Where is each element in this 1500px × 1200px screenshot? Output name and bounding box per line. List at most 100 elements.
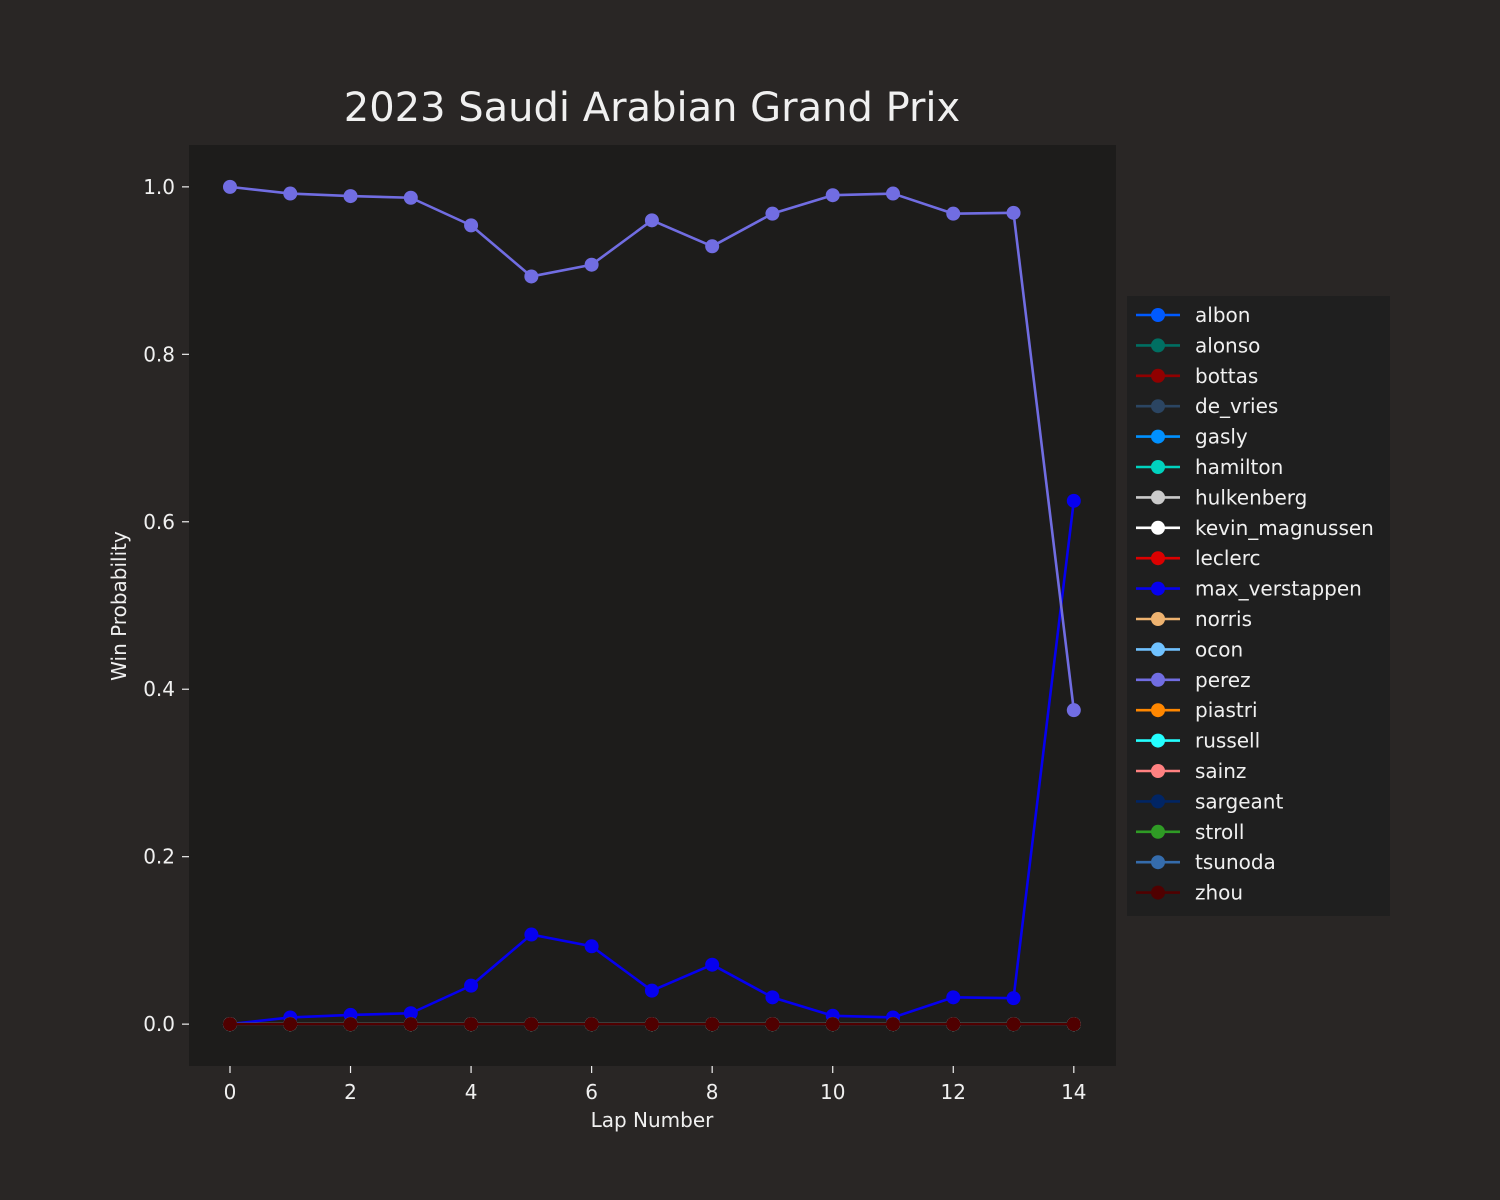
legend-label: bottas <box>1195 364 1258 388</box>
data-point <box>765 206 780 221</box>
series-zhou <box>222 1017 1081 1032</box>
legend-label: stroll <box>1195 820 1244 844</box>
legend-item-sargeant: sargeant <box>1136 789 1283 813</box>
legend-item-bottas: bottas <box>1136 364 1258 388</box>
x-axis-label: Lap Number <box>591 1108 715 1132</box>
data-point <box>584 939 599 954</box>
legend-item-sainz: sainz <box>1136 759 1246 783</box>
legend-item-de_vries: de_vries <box>1136 394 1278 418</box>
legend-item-kevin_magnussen: kevin_magnussen <box>1136 516 1374 540</box>
data-point <box>705 957 720 972</box>
legend-item-stroll: stroll <box>1136 820 1244 844</box>
data-point <box>885 186 900 201</box>
legend-item-zhou: zhou <box>1136 881 1243 905</box>
legend-label: albon <box>1195 303 1250 327</box>
legend-swatch-marker <box>1151 733 1165 748</box>
legend-box <box>1127 296 1390 916</box>
legend-item-alonso: alonso <box>1136 333 1260 357</box>
data-point <box>825 1017 840 1032</box>
x-tick-label: 14 <box>1061 1080 1086 1104</box>
data-point <box>1066 1017 1081 1032</box>
data-point <box>705 1017 720 1032</box>
legend-item-hamilton: hamilton <box>1136 455 1283 479</box>
legend-label: max_verstappen <box>1195 577 1362 601</box>
legend-label: kevin_magnussen <box>1195 516 1374 540</box>
legend-swatch-marker <box>1151 308 1165 322</box>
x-axis: 0 2 4 6 8 10 12 14 <box>224 1066 1087 1104</box>
data-point <box>403 1017 418 1032</box>
data-point <box>1006 1017 1021 1032</box>
data-point <box>403 190 418 205</box>
data-point <box>885 1017 900 1032</box>
legend-item-norris: norris <box>1136 607 1252 631</box>
legend-label: piastri <box>1195 698 1258 722</box>
legend-item-leclerc: leclerc <box>1136 546 1261 570</box>
data-point <box>283 186 298 201</box>
y-axis: 0.0 0.2 0.4 0.6 0.8 1.0 <box>143 175 189 1036</box>
data-point <box>1066 703 1081 718</box>
chart-title: 2023 Saudi Arabian Grand Prix <box>344 85 960 131</box>
legend-item-albon: albon <box>1136 303 1250 327</box>
y-axis-label: Win Probability <box>107 531 131 681</box>
data-point <box>584 257 599 272</box>
legend-label: sainz <box>1195 759 1246 783</box>
legend-label: tsunoda <box>1195 850 1276 874</box>
y-tick-label: 0.8 <box>143 342 175 366</box>
legend-label: perez <box>1195 668 1251 692</box>
data-point <box>222 1017 237 1032</box>
legend-label: ocon <box>1195 637 1243 661</box>
data-point <box>765 990 780 1005</box>
data-point <box>584 1017 599 1032</box>
data-point <box>705 239 720 254</box>
x-tick-label: 10 <box>820 1080 845 1104</box>
x-tick-label: 4 <box>465 1080 478 1104</box>
data-point <box>644 983 659 998</box>
legend-swatch-marker <box>1151 551 1165 566</box>
legend-item-perez: perez <box>1136 668 1251 692</box>
y-tick-label: 0.6 <box>143 510 175 534</box>
data-point <box>644 213 659 228</box>
legend-item-ocon: ocon <box>1136 637 1243 661</box>
legend-swatch-marker <box>1151 520 1165 535</box>
data-point <box>464 978 479 993</box>
data-point <box>343 1017 358 1032</box>
legend-label: leclerc <box>1195 546 1261 570</box>
plot-area <box>189 145 1116 1066</box>
legend-swatch-marker <box>1151 764 1165 778</box>
legend-label: gasly <box>1195 425 1248 449</box>
data-point <box>1066 493 1081 508</box>
legend-label: norris <box>1195 607 1252 631</box>
x-tick-label: 8 <box>706 1080 719 1104</box>
series-group <box>222 179 1081 1032</box>
legend-swatch-marker <box>1151 490 1165 505</box>
series-perez <box>222 179 1081 718</box>
legend-swatch-marker <box>1151 338 1165 353</box>
legend-label: hulkenberg <box>1195 485 1307 509</box>
legend-swatch-marker <box>1151 642 1165 657</box>
legend-swatch-marker <box>1151 855 1165 870</box>
legend-label: de_vries <box>1195 394 1278 418</box>
legend-swatch-marker <box>1151 794 1165 809</box>
legend-swatch-marker <box>1151 399 1165 414</box>
legend-swatch-marker <box>1151 612 1165 626</box>
data-point <box>825 188 840 203</box>
data-point <box>644 1017 659 1032</box>
legend-swatch-marker <box>1151 703 1165 718</box>
data-point <box>524 1017 539 1032</box>
legend-swatch-marker <box>1151 885 1165 900</box>
x-tick-label: 12 <box>941 1080 966 1104</box>
y-tick-label: 0.2 <box>143 845 175 869</box>
legend-item-gasly: gasly <box>1136 425 1248 449</box>
data-point <box>765 1017 780 1032</box>
legend-label: alonso <box>1195 333 1260 357</box>
legend-item-tsunoda: tsunoda <box>1136 850 1276 874</box>
x-tick-label: 6 <box>585 1080 598 1104</box>
legend-swatch-marker <box>1151 581 1165 596</box>
legend-swatch-marker <box>1151 429 1165 444</box>
x-tick-label: 0 <box>224 1080 237 1104</box>
data-point <box>1006 991 1021 1006</box>
y-tick-label: 0.0 <box>143 1012 175 1036</box>
legend-item-piastri: piastri <box>1136 698 1258 722</box>
